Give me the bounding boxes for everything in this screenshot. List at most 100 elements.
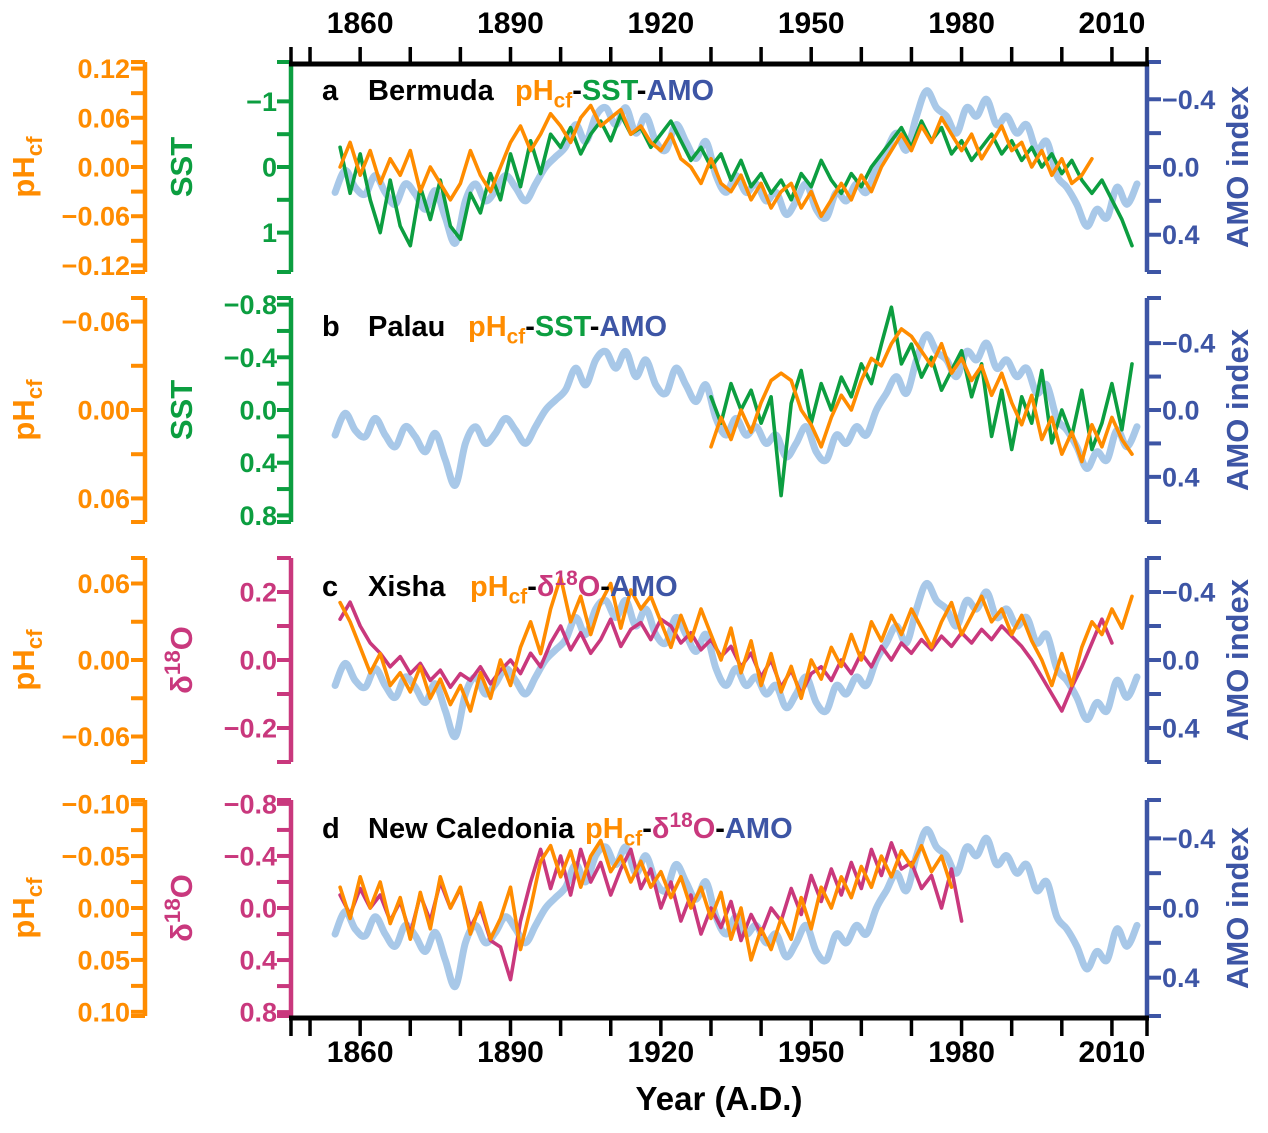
axis-title-amo: AMO index <box>1220 826 1255 989</box>
tick-label: 0.8 <box>239 501 277 531</box>
tick-label: 0.0 <box>239 894 277 924</box>
axis-title-mid: δ18O <box>160 626 199 694</box>
tick-label: −0.06 <box>62 202 130 232</box>
series-phcf-line <box>338 838 954 962</box>
panel-c: 0.060.00−0.06pHcf0.20.0−0.2δ18O−0.40.00.… <box>6 556 1255 764</box>
axis-title-ph: pHcf <box>6 136 47 198</box>
series-sst-line <box>338 112 1134 248</box>
tick-label: 0.0 <box>239 646 277 676</box>
tick-label: −0.05 <box>62 842 130 872</box>
tick-label: 0.0 <box>1162 646 1200 676</box>
year-tick-label: 1890 <box>477 7 544 40</box>
series-phcf-line <box>709 327 1134 464</box>
panel-series-title: pHcf-δ18O-AMO <box>585 809 793 851</box>
tick-label: −0.06 <box>62 722 130 752</box>
tick-label: 0.4 <box>1162 963 1200 993</box>
axis-amo-panel-d: −0.4 0.0 0.4 AMO index <box>1144 798 1255 1018</box>
tick-label: 0.4 <box>239 946 277 976</box>
axis-ph-panel-c: 0.06 0.00 −0.06 pHcf <box>6 556 148 764</box>
tick-label: 0 <box>262 153 277 183</box>
panel-b: −0.060.000.06pHcf−0.8−0.40.00.40.8SST−0.… <box>6 290 1255 531</box>
tick-label: −0.8 <box>224 290 277 320</box>
year-tick-label: 1920 <box>627 7 694 40</box>
top-x-axis: 1860 1890 1920 1950 1980 2010 <box>289 7 1149 67</box>
panel-location: New Caledonia <box>368 813 575 845</box>
axis-amo-panel-a: −0.4 0.0 0.4 AMO index <box>1144 60 1255 274</box>
year-tick-label: 1950 <box>778 1036 845 1069</box>
axis-title-mid: δ18O <box>160 874 199 942</box>
panel-location: Palau <box>368 311 445 343</box>
tick-label: −0.10 <box>62 790 130 820</box>
series-d18o-line <box>338 600 1114 713</box>
series-amo-index-line <box>331 826 1141 990</box>
panel-letter: d <box>322 813 340 845</box>
tick-label: −0.4 <box>1162 578 1215 608</box>
x-axis-title: Year (A.D.) <box>636 1080 803 1117</box>
axis-title-ph: pHcf <box>6 379 47 441</box>
tick-label: −0.4 <box>1162 824 1215 854</box>
tick-label: 0.00 <box>77 646 130 676</box>
year-tick-label: 1950 <box>778 7 845 40</box>
bottom-x-axis: 1860 1890 1920 1950 1980 2010 <box>289 1015 1149 1069</box>
series-phcf-line <box>338 575 1134 713</box>
axis-mid-panel-c: 0.2 0.0 −0.2 δ18O <box>160 556 294 764</box>
tick-label: −1 <box>246 87 277 117</box>
tick-label: 0.0 <box>1162 894 1200 924</box>
tick-label: −0.12 <box>62 251 130 281</box>
panel-location: Xisha <box>368 571 446 603</box>
axis-mid-panel-a: −1 0 1 SST <box>164 60 294 274</box>
axis-ph-panel-d: −0.10 −0.05 0.00 0.05 0.10 pHcf <box>6 790 148 1027</box>
axis-title-amo: AMO index <box>1220 85 1255 248</box>
axis-amo-panel-b: −0.4 0.0 0.4 AMO index <box>1144 296 1255 524</box>
series-amo-index-line <box>331 331 1141 489</box>
axis-title-ph: pHcf <box>6 877 47 939</box>
year-tick-label: 1890 <box>477 1036 544 1069</box>
tick-label: 0.0 <box>1162 153 1200 183</box>
panel-letter: c <box>322 571 338 603</box>
panel-d: −0.10 −0.05 0.00 0.05 0.10 pHcf −0.8 −0.4 0.0 0.4… <box>6 789 1255 1027</box>
axis-title-amo: AMO index <box>1220 578 1255 741</box>
tick-label: −0.06 <box>62 307 130 337</box>
panel-location: Bermuda <box>368 75 495 107</box>
tick-label: 0.2 <box>239 578 277 608</box>
tick-label: −0.2 <box>224 714 277 744</box>
tick-label: −0.4 <box>224 343 277 373</box>
axis-title-mid: SST <box>164 137 199 197</box>
tick-label: 0.4 <box>1162 462 1200 492</box>
axis-mid-panel-d: −0.8 −0.4 0.0 0.4 0.8 δ18O <box>160 789 294 1028</box>
tick-label: −0.8 <box>224 789 277 819</box>
axis-mid-panel-b: −0.8 −0.4 0.0 0.4 0.8 SST <box>164 290 294 531</box>
tick-label: 0.00 <box>77 396 130 426</box>
series-amo-index-line <box>331 87 1141 247</box>
series-phcf-line <box>338 103 1094 218</box>
axis-title-mid: SST <box>164 380 199 440</box>
panel-series-title: pHcf-SST-AMO <box>515 75 714 113</box>
year-tick-label: 1980 <box>928 1036 995 1069</box>
tick-label: 0.12 <box>77 54 130 84</box>
panel-letter: b <box>322 311 340 343</box>
axis-ph-panel-a: 0.12 0.06 0.00 −0.06 −0.12 pHcf <box>6 54 148 281</box>
panel-series-title: pHcf-SST-AMO <box>468 311 667 349</box>
tick-label: 0.8 <box>239 998 277 1028</box>
year-tick-label: 1860 <box>327 7 394 40</box>
year-tick-label: 1860 <box>327 1036 394 1069</box>
tick-label: 0.4 <box>239 448 277 478</box>
panel-series-title: pHcf-δ18O-AMO <box>470 567 678 609</box>
tick-label: 0.06 <box>77 103 130 133</box>
tick-label: 0.00 <box>77 153 130 183</box>
year-tick-label: 2010 <box>1079 1036 1146 1069</box>
tick-label: 0.0 <box>1162 396 1200 426</box>
tick-label: 0.4 <box>1162 714 1200 744</box>
series-sst-line <box>709 305 1134 498</box>
axis-title-ph: pHcf <box>6 629 47 691</box>
axis-title-amo: AMO index <box>1220 328 1255 491</box>
year-tick-label: 2010 <box>1079 7 1146 40</box>
tick-label: 0.0 <box>239 396 277 426</box>
year-tick-label: 1980 <box>928 7 995 40</box>
tick-label: 0.10 <box>77 997 130 1027</box>
tick-label: 0.05 <box>77 945 130 975</box>
panel-a: 0.12 0.06 0.00 −0.06 −0.12 pHcf −1 0 1 SST −0.4 0.0… <box>6 54 1255 281</box>
tick-label: 0.00 <box>77 894 130 924</box>
